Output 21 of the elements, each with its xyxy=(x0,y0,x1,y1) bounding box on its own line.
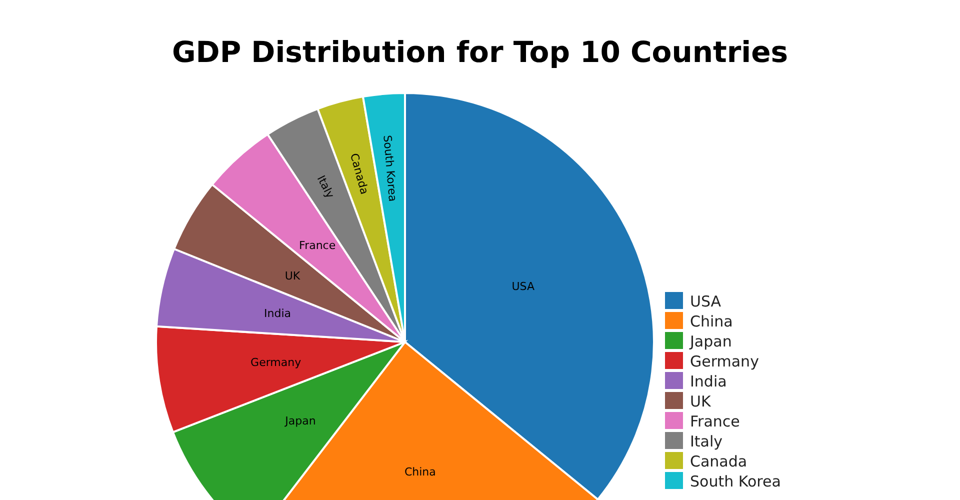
legend-label: Germany xyxy=(690,352,760,370)
legend-label: China xyxy=(690,312,733,330)
chart-title: GDP Distribution for Top 10 Countries xyxy=(172,35,788,69)
slice-label: USA xyxy=(512,280,535,293)
legend-label: India xyxy=(690,372,727,390)
legend-label: Canada xyxy=(690,452,748,470)
legend-label: France xyxy=(690,412,740,430)
slice-label: Canada xyxy=(347,152,371,196)
slice-label: France xyxy=(299,238,336,252)
legend-label: USA xyxy=(690,292,722,310)
legend-label: Italy xyxy=(690,432,723,450)
slice-label: China xyxy=(404,466,436,479)
slice-label: UK xyxy=(284,269,301,282)
legend-label: UK xyxy=(690,392,712,410)
legend-label: Japan xyxy=(689,332,732,350)
legend-label: South Korea xyxy=(690,472,781,490)
slice-label: South Korea xyxy=(380,134,400,202)
slice-label: Germany xyxy=(250,356,302,369)
slice-label: Japan xyxy=(284,414,316,428)
slice-label: India xyxy=(264,306,292,320)
slice-label: Italy xyxy=(314,173,337,201)
